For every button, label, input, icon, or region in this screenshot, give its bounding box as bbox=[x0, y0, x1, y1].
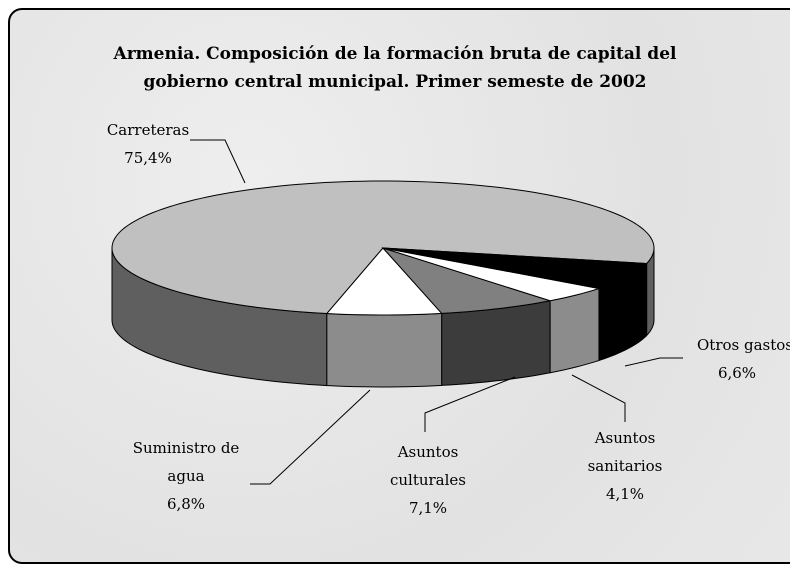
label-value: 6,6% bbox=[717, 364, 757, 382]
chart-title: Armenia. Composición de la formación bru… bbox=[113, 44, 677, 92]
label-value: 75,4% bbox=[124, 149, 172, 167]
leader-line bbox=[190, 139, 246, 184]
leader-line bbox=[624, 357, 683, 367]
leader-line bbox=[424, 376, 516, 432]
slice-side bbox=[549, 287, 600, 374]
label-value: 4,1% bbox=[605, 485, 645, 503]
leader-line bbox=[250, 389, 371, 485]
pie bbox=[111, 180, 655, 388]
slice bbox=[382, 247, 600, 302]
label-name: Asuntos culturales bbox=[389, 443, 467, 489]
slice-side bbox=[441, 300, 551, 386]
label-name: Otros gastos bbox=[697, 336, 790, 354]
leader-line bbox=[571, 374, 626, 422]
slice bbox=[325, 247, 443, 316]
slice-side bbox=[326, 312, 443, 388]
label-value: 6,8% bbox=[166, 495, 206, 513]
label-name: Asuntos sanitarios bbox=[587, 429, 663, 475]
label-name: Suministro de agua bbox=[132, 439, 240, 485]
slice bbox=[381, 246, 551, 314]
label-value: 7,1% bbox=[408, 499, 448, 517]
label-name: Carreteras bbox=[106, 121, 190, 139]
slice bbox=[382, 247, 648, 289]
